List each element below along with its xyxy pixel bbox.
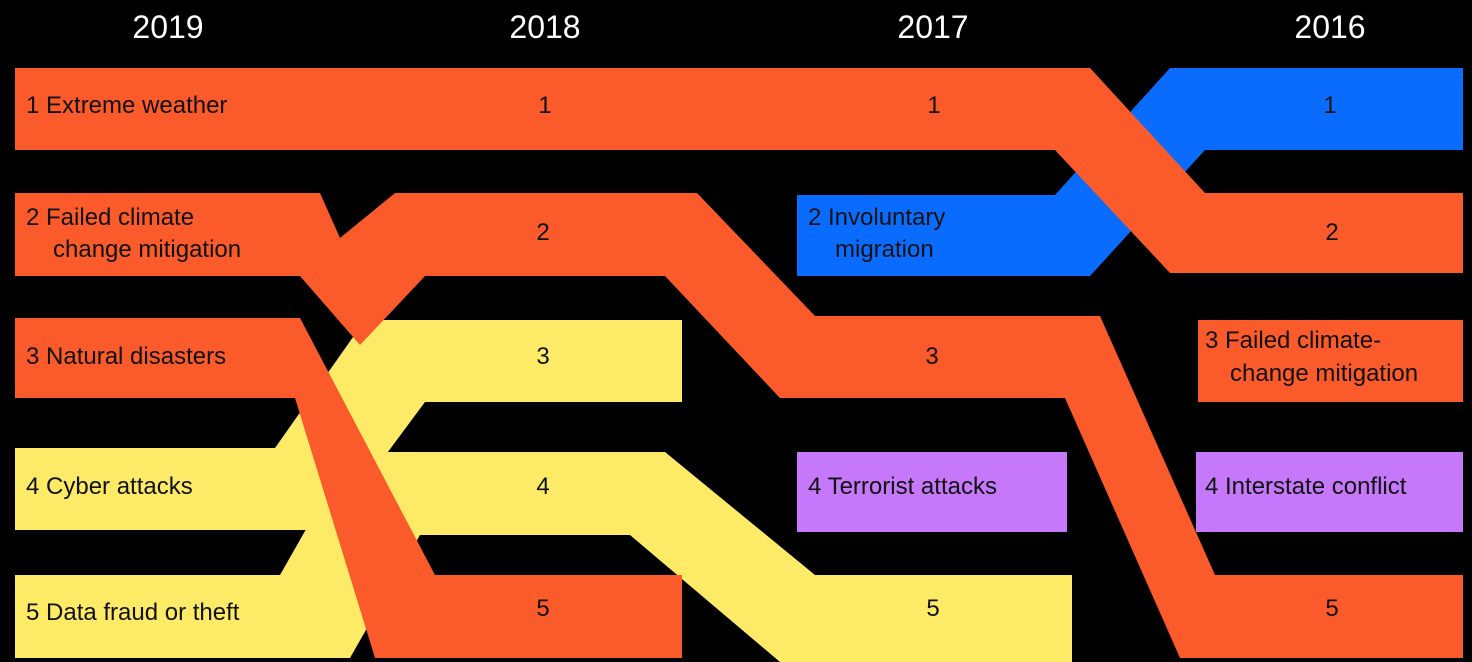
year-header-2017: 2017 [897, 9, 968, 45]
label-2019-rank4: 4 Cyber attacks [26, 473, 193, 500]
rank-2017-5: 5 [926, 595, 939, 622]
label-2016-rank4: 4 Interstate conflict [1205, 473, 1407, 500]
rank-2018-5: 5 [536, 595, 549, 622]
label-2017-rank4: 4 Terrorist attacks [808, 473, 997, 500]
box-2016-interstate-conflict [1196, 452, 1463, 532]
label-2019-rank2-line1: 2 Failed climate [26, 204, 194, 231]
year-header-2019: 2019 [132, 9, 203, 45]
rank-2016-2: 2 [1325, 219, 1338, 246]
band-natural-disasters [15, 318, 682, 658]
band-data-fraud [15, 452, 1072, 662]
label-2016-rank3-line2: change mitigation [1230, 360, 1418, 387]
label-2017-rank2-line2: migration [835, 236, 934, 263]
rank-2017-3: 3 [925, 343, 938, 370]
rank-2018-1: 1 [538, 92, 551, 119]
year-header-2018: 2018 [509, 9, 580, 45]
label-2019-rank2-line2: change mitigation [53, 236, 241, 263]
box-2017-terrorist-attacks [797, 452, 1067, 532]
rank-2018-4: 4 [536, 473, 549, 500]
band-failed-climate-mitigation [15, 193, 1463, 658]
label-2019-rank1: 1 Extreme weather [26, 92, 227, 119]
rank-2016-5: 5 [1325, 595, 1338, 622]
year-header-2016: 2016 [1294, 9, 1365, 45]
band-extreme-weather [15, 68, 1463, 273]
rank-2018-3: 3 [536, 343, 549, 370]
label-2017-rank2-line1: 2 Involuntary [808, 204, 945, 231]
rank-2016-1: 1 [1323, 92, 1336, 119]
label-2019-rank5: 5 Data fraud or theft [26, 599, 240, 626]
label-2019-rank3: 3 Natural disasters [26, 343, 226, 370]
box-2017-involuntary-migration [797, 195, 1090, 276]
label-2016-rank3-line1: 3 Failed climate- [1205, 327, 1381, 354]
box-2016-failed-climate-mitigation [1198, 320, 1463, 402]
rank-2017-1: 1 [927, 92, 940, 119]
rank-2018-2: 2 [536, 219, 549, 246]
